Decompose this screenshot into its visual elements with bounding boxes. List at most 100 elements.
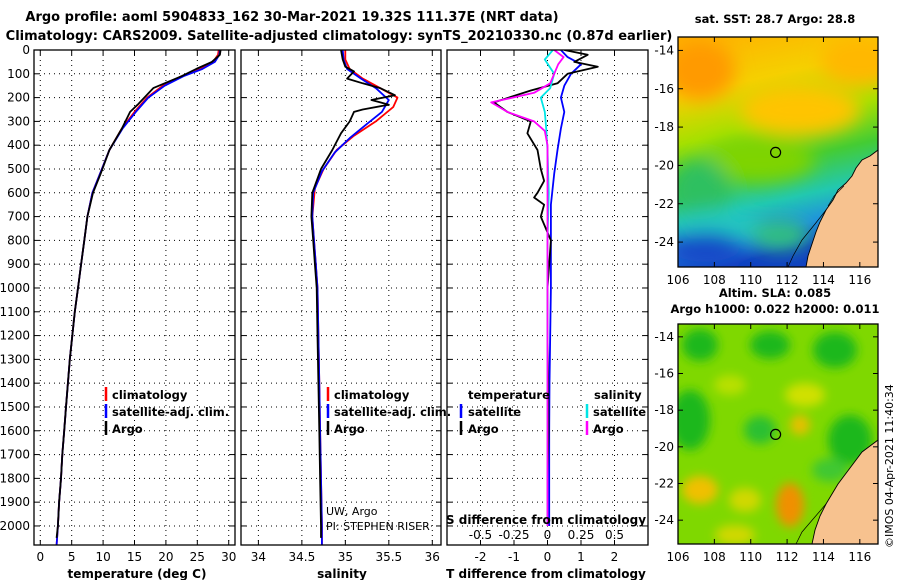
sst-map-field — [678, 37, 878, 267]
legend-label-satellite: satellite-adj. clim. — [112, 405, 229, 419]
depth-tick-label: 600 — [7, 186, 30, 200]
longitude-tick-label: 114 — [812, 273, 835, 287]
argo-float-position-marker — [769, 146, 782, 158]
x-tick-label: 36 — [425, 550, 440, 564]
legend-label-satellite: satellite-adj. clim. — [334, 405, 451, 419]
x-tick-label: 1 — [577, 550, 585, 564]
depth-tick-label: 400 — [7, 138, 30, 152]
salinity-panel: 34 34.5 35 35.5 36 salinity climatology sate… — [240, 49, 451, 580]
depth-tick-label: 1700 — [0, 448, 30, 462]
salinity-difference-axis-label: S difference from climatology — [446, 513, 646, 527]
longitude-tick-label: 112 — [776, 273, 799, 287]
latitude-tick-label: -22 — [654, 197, 674, 211]
series-line-temperature-satellite — [548, 50, 582, 526]
figure-title-line-1: Argo profile: aoml 5904833_162 30-Mar-20… — [25, 10, 558, 25]
depth-tick-label: 1400 — [0, 376, 30, 390]
latitude-tick-label: -16 — [654, 367, 674, 381]
depth-tick-label: 1100 — [0, 305, 30, 319]
legend-label-salinity-satellite: satellite — [593, 405, 646, 419]
salinity-difference-tick-label: 0.25 — [568, 528, 595, 542]
x-tick-label: 35 — [338, 550, 353, 564]
temperature-ticks — [34, 49, 235, 545]
x-tick-label: 34.5 — [289, 550, 316, 564]
sla-map-field — [678, 324, 878, 544]
temperature-panel: 0 5 10 15 20 25 30 temperature (deg C) climato… — [33, 49, 236, 580]
series-line-climatology — [311, 50, 399, 545]
principal-investigator-credit: PI: STEPHEN RISER — [326, 520, 430, 533]
salinity-ticks — [241, 49, 441, 545]
x-tick-label: 5 — [68, 550, 76, 564]
series-line-argo — [55, 50, 222, 538]
sla-map-frame — [677, 323, 879, 545]
x-tick-label: -2 — [475, 550, 487, 564]
x-tick-label: 0 — [544, 550, 552, 564]
depth-tick-label: 800 — [7, 233, 30, 247]
x-tick-label: 2 — [611, 550, 619, 564]
depth-tick-label: 700 — [7, 210, 30, 224]
latitude-tick-label: -20 — [654, 440, 674, 454]
depth-tick-label: 300 — [7, 114, 30, 128]
sst-map-frame — [677, 36, 879, 268]
sst-field-blobs — [678, 37, 878, 267]
latitude-tick-label: -14 — [654, 43, 674, 57]
x-tick-label: 35.5 — [375, 550, 402, 564]
depth-tick-label: 1300 — [0, 352, 30, 366]
legend-label-climatology: climatology — [334, 388, 410, 402]
x-tick-label: 20 — [158, 550, 173, 564]
legend-label-temperature-satellite: satellite — [468, 405, 521, 419]
legend-label-argo: Argo — [334, 422, 365, 436]
longitude-tick-label: 108 — [703, 273, 726, 287]
depth-tick-label: 1800 — [0, 471, 30, 485]
salinity-series — [310, 50, 399, 545]
series-line-satellite-adj-clim — [311, 50, 390, 545]
salinity-difference-tick-label: 0.5 — [605, 528, 624, 542]
temperature-difference-axis-label: T difference from climatology — [446, 567, 646, 580]
latitude-tick-label: -18 — [654, 403, 674, 417]
longitude-tick-label: 110 — [739, 550, 762, 564]
latitude-tick-label: -14 — [654, 330, 674, 344]
legend-label-temperature-argo: Argo — [468, 422, 499, 436]
longitude-tick-label: 116 — [848, 273, 871, 287]
longitude-tick-label: 112 — [776, 550, 799, 564]
difference-frame — [446, 49, 649, 546]
land-mass — [805, 149, 878, 267]
sla-map-panel: Altim. SLA: 0.085 Argo h1000: 0.022 h200… — [654, 286, 879, 564]
series-line-argo — [310, 50, 396, 538]
longitude-tick-label: 108 — [703, 550, 726, 564]
salinity-difference-tick-label: -0.5 — [469, 528, 492, 542]
latitude-tick-label: -24 — [654, 235, 674, 249]
salinity-difference-tick-label: 0 — [544, 528, 552, 542]
depth-tick-label: 1600 — [0, 424, 30, 438]
salinity-gridlines — [241, 49, 441, 545]
x-tick-label: 15 — [127, 550, 142, 564]
salinity-legend: climatology satellite-adj. clim. Argo — [326, 387, 451, 436]
depth-tick-label: 0 — [22, 43, 30, 57]
salinity-difference-tick-labels: -0.5 -0.25 0 0.25 0.5 — [469, 528, 624, 542]
sla-map-title-line-1: Altim. SLA: 0.085 — [719, 286, 831, 300]
x-tick-label: 0 — [36, 550, 44, 564]
depth-axis-labels: 0 100 200 300 400 500 600 700 800 900 1000 1100 1200… — [0, 43, 30, 533]
longitude-tick-label: 106 — [667, 550, 690, 564]
temperature-frame — [33, 49, 236, 546]
isobath-line — [787, 209, 827, 267]
temperature-x-tick-labels: 0 5 10 15 20 25 30 — [36, 550, 236, 564]
difference-series — [490, 50, 599, 526]
isobath-line — [795, 503, 827, 544]
difference-legend: temperature satellite Argo salinity sate… — [459, 388, 646, 436]
latitude-tick-label: -22 — [654, 477, 674, 491]
depth-tick-label: 900 — [7, 257, 30, 271]
legend-label-salinity-argo: Argo — [593, 422, 624, 436]
difference-panel: -2 -1 0 1 2 -0.5 -0.25 0 0.25 0.5 S difference f… — [446, 49, 649, 580]
latitude-tick-label: -20 — [654, 158, 674, 172]
longitude-tick-label: 116 — [848, 550, 871, 564]
isobath-line — [827, 185, 845, 207]
temperature-x-axis-label: temperature (deg C) — [68, 567, 207, 580]
latitude-tick-label: -18 — [654, 120, 674, 134]
salinity-x-tick-labels: 34 34.5 35 35.5 36 — [251, 550, 440, 564]
latitude-tick-label: -16 — [654, 82, 674, 96]
depth-tick-label: 1200 — [0, 329, 30, 343]
salinity-difference-tick-label: -0.25 — [498, 528, 529, 542]
difference-x-tick-labels: -2 -1 0 1 2 — [475, 550, 619, 564]
